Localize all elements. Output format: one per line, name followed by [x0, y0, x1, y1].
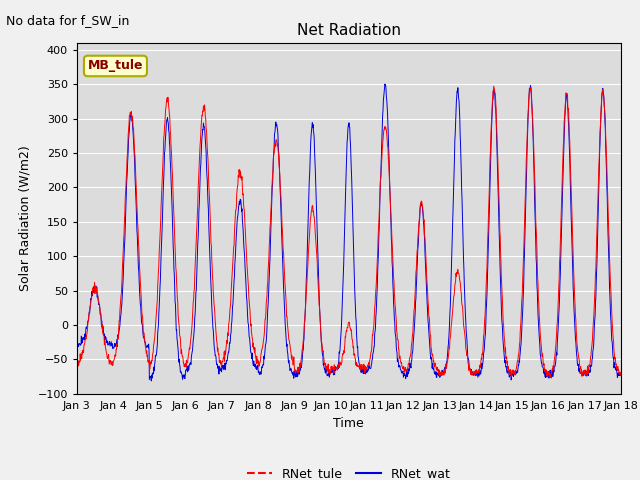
RNet_tule — [180, 362, 188, 368]
RNet_tule — [194, 202, 202, 207]
Y-axis label: Solar Radiation (W/m2): Solar Radiation (W/m2) — [19, 145, 32, 291]
RNet_wat — [73, 339, 81, 345]
RNet_wat — [181, 376, 189, 382]
RNet_tule — [433, 368, 441, 373]
RNet_tule — [553, 324, 561, 329]
RNet_wat — [147, 378, 155, 384]
Text: MB_tule: MB_tule — [88, 60, 143, 72]
Line: RNet_tule: RNet_tule — [77, 86, 621, 378]
RNet_tule — [617, 372, 625, 377]
RNet_tule — [547, 375, 554, 381]
RNet_wat — [255, 370, 263, 375]
RNet_tule — [505, 366, 513, 372]
RNet_wat — [381, 81, 388, 87]
RNet_wat — [553, 352, 561, 358]
Legend: RNet_tule, RNet_wat: RNet_tule, RNet_wat — [242, 462, 456, 480]
RNet_wat — [195, 235, 202, 240]
Title: Net Radiation: Net Radiation — [297, 23, 401, 38]
Text: No data for f_SW_in: No data for f_SW_in — [6, 14, 130, 27]
Line: RNet_wat: RNet_wat — [77, 84, 621, 381]
RNet_wat — [617, 372, 625, 378]
RNet_tule — [255, 359, 262, 364]
RNet_wat — [505, 371, 513, 377]
RNet_tule — [73, 360, 81, 365]
RNet_tule — [490, 84, 498, 89]
RNet_wat — [434, 372, 442, 377]
X-axis label: Time: Time — [333, 417, 364, 430]
